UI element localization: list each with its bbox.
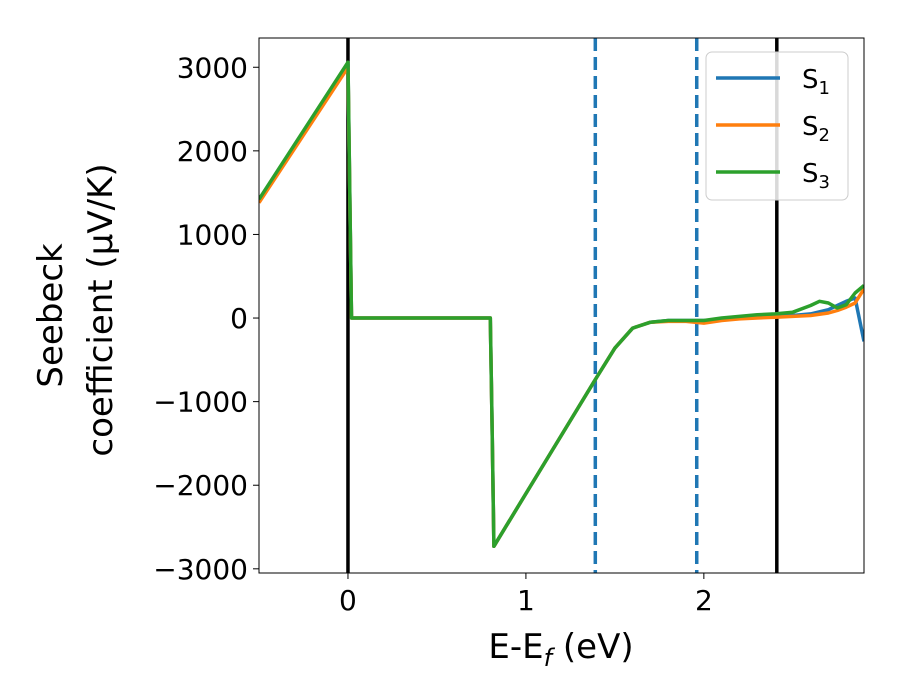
y-axis-title-line1: Seebeck (31, 243, 71, 388)
y-axis-title: Seebeck coefficient (μV/K) (31, 163, 121, 456)
legend-label-sub: 1 (819, 78, 830, 99)
y-tick-label: −2000 (153, 469, 248, 502)
y-tick-label: −1000 (153, 386, 248, 419)
legend-label-sub: 3 (819, 172, 830, 193)
legend-label-main: S (802, 112, 819, 142)
legend-label: S3 (802, 159, 830, 193)
y-tick-label: 3000 (177, 51, 248, 84)
legend-label: S1 (802, 65, 830, 99)
plot-frame (258, 37, 865, 574)
y-axis-title-line2: coefficient (μV/K) (81, 163, 121, 456)
series-lines (259, 60, 864, 549)
series-line-S3 (259, 60, 864, 549)
y-tick-label: −3000 (153, 553, 248, 586)
legend-label: S2 (802, 112, 830, 146)
x-axis: 0 1 2 (339, 573, 713, 617)
y-tick-label: 2000 (177, 135, 248, 168)
y-tick-label: 1000 (177, 218, 248, 251)
legend-label-main: S (802, 65, 819, 95)
x-tick-label: 0 (339, 584, 357, 617)
legend-label-sub: 2 (819, 125, 830, 146)
y-axis: 3000 2000 1000 0 −1000 −2000 −3000 (153, 51, 259, 586)
x-tick-label: 1 (517, 584, 535, 617)
x-axis-title-main: E-E (488, 627, 543, 667)
x-axis-title-unit: (eV) (552, 627, 634, 667)
x-axis-title: E-Ef (eV) (488, 627, 633, 672)
x-tick-label: 2 (695, 584, 713, 617)
legend-label-main: S (802, 159, 819, 189)
y-tick-label: 0 (230, 302, 248, 335)
